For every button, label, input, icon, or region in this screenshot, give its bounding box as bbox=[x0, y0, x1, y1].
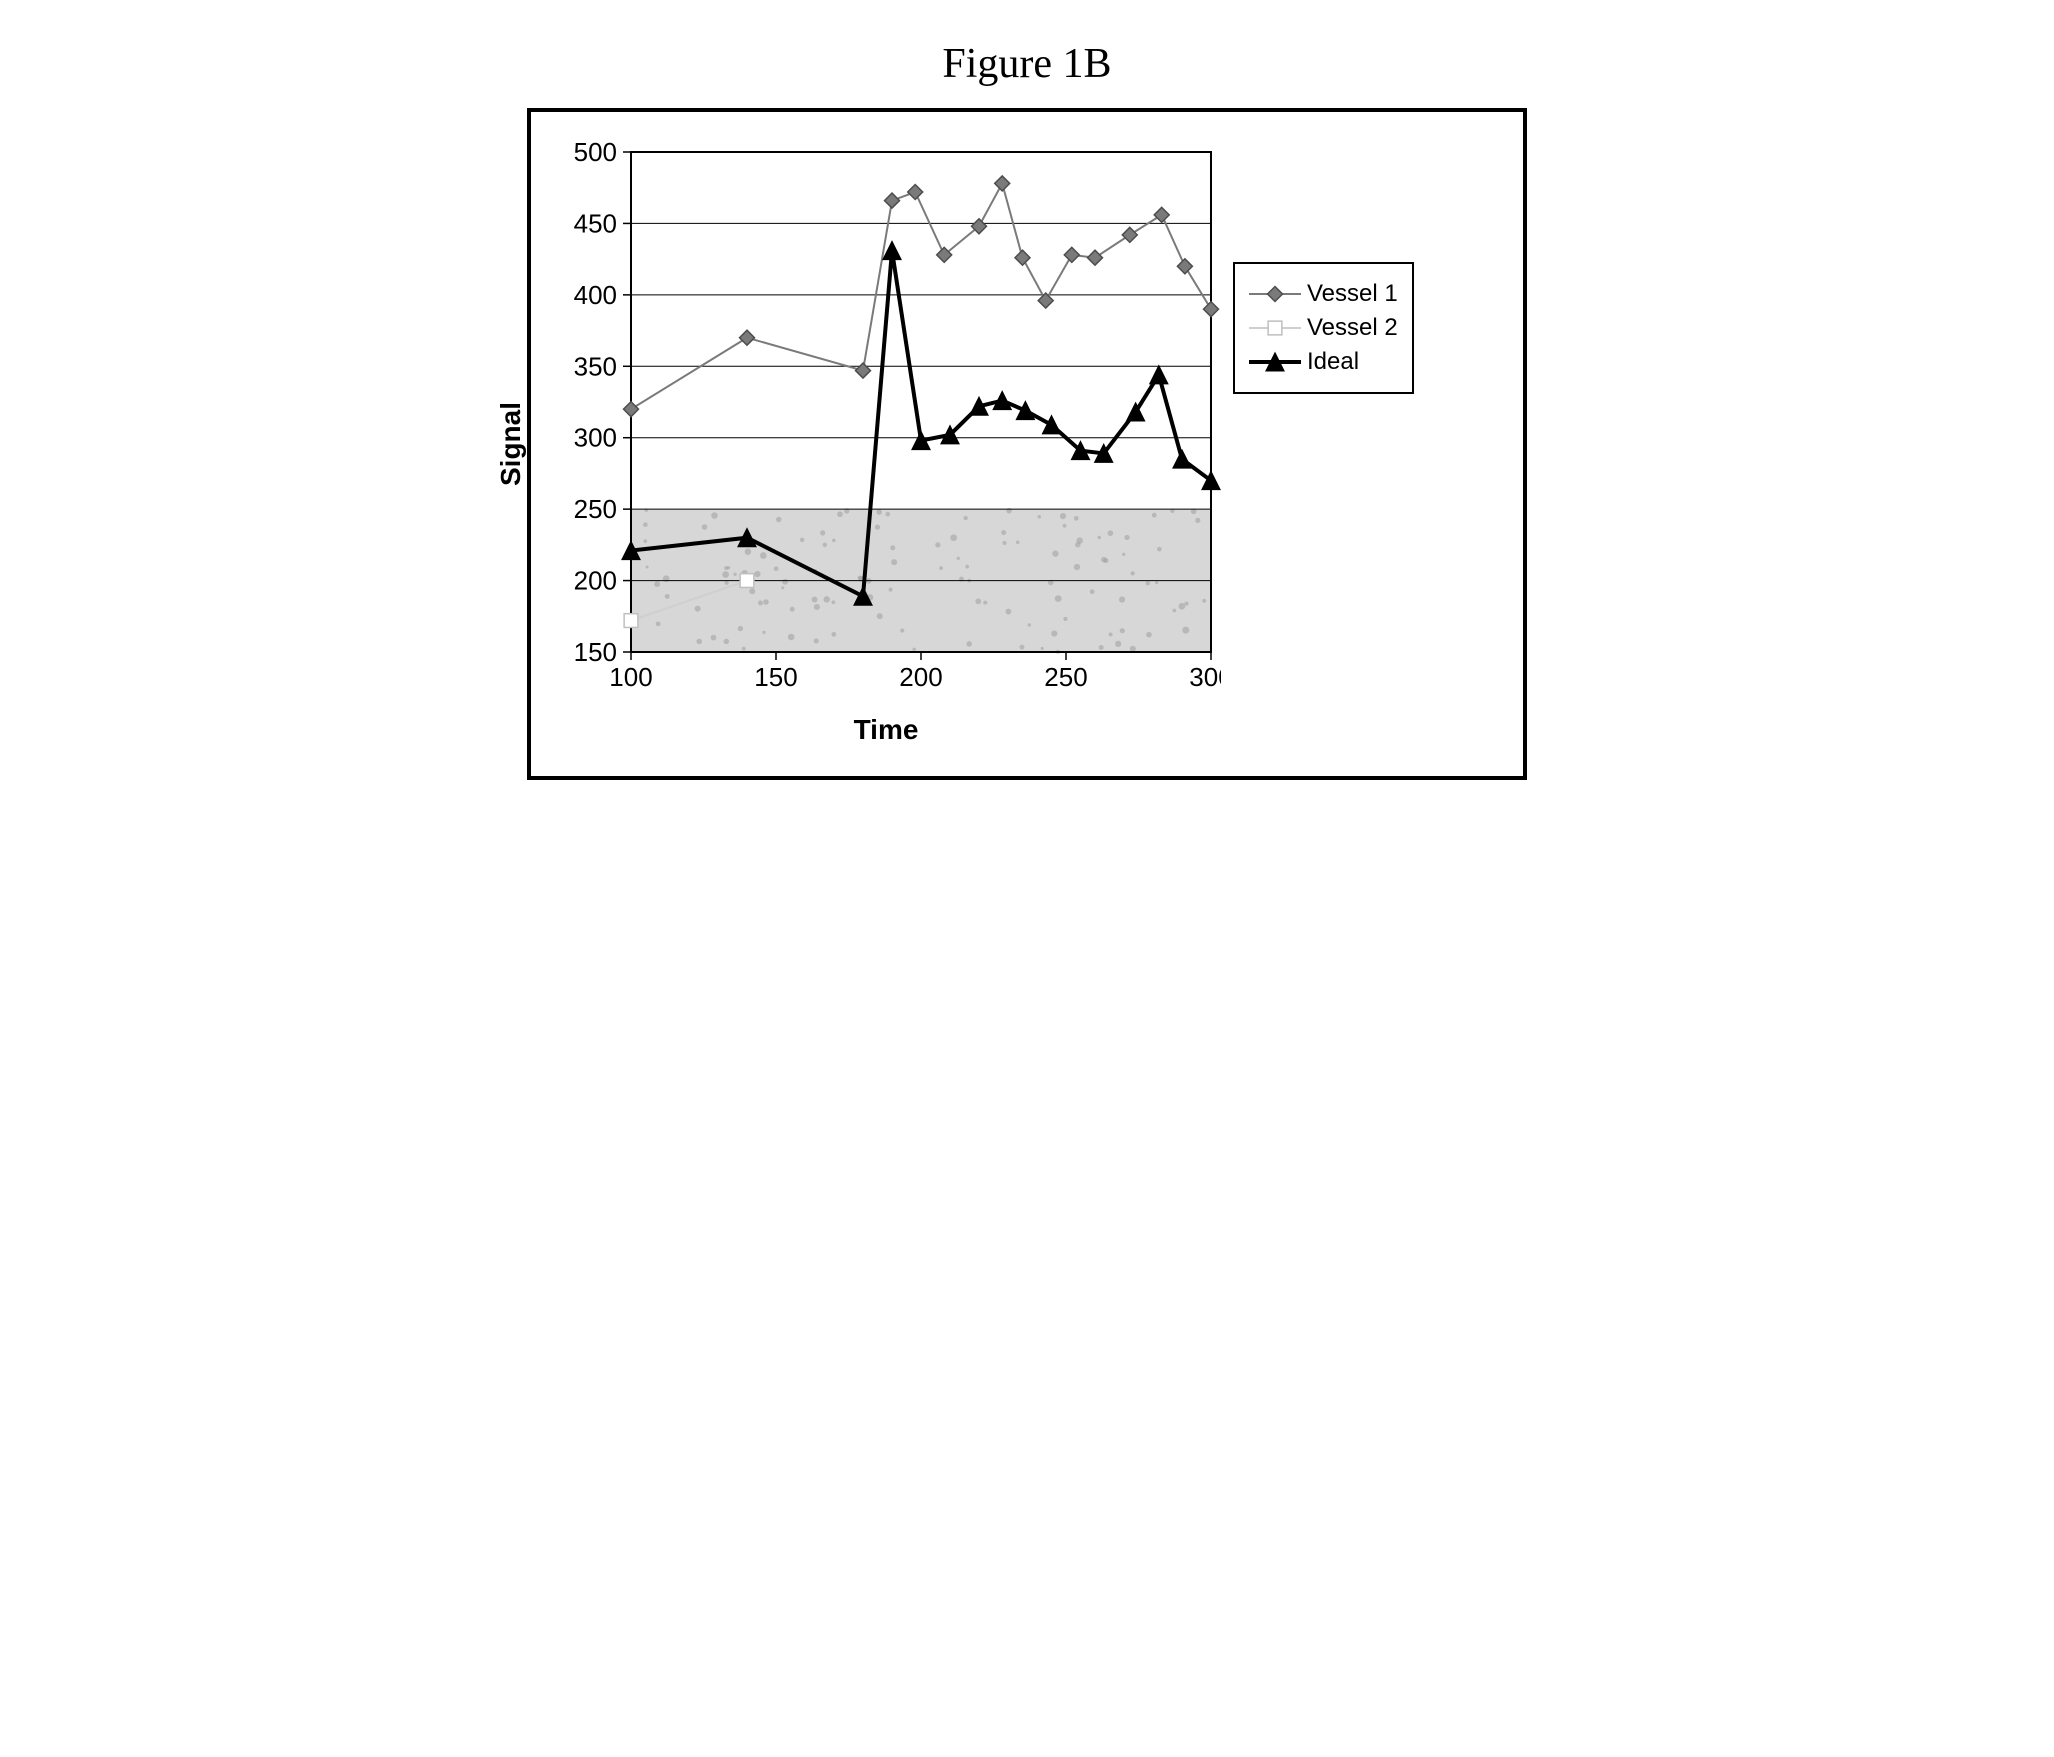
chart-block: Signal 100150200250300150200250300350400… bbox=[551, 142, 1221, 746]
figure-title: Figure 1B bbox=[527, 40, 1527, 88]
legend: Vessel 1 Vessel 2 Ideal bbox=[1233, 262, 1414, 394]
legend-swatch bbox=[1249, 282, 1301, 306]
svg-text:250: 250 bbox=[1044, 662, 1087, 692]
svg-text:200: 200 bbox=[574, 566, 617, 596]
svg-text:300: 300 bbox=[574, 423, 617, 453]
legend-item: Ideal bbox=[1249, 348, 1398, 376]
legend-item: Vessel 2 bbox=[1249, 314, 1398, 342]
legend-label: Ideal bbox=[1307, 348, 1359, 376]
svg-text:200: 200 bbox=[899, 662, 942, 692]
chart-frame: Signal 100150200250300150200250300350400… bbox=[527, 108, 1527, 780]
x-axis-label: Time bbox=[551, 714, 1221, 746]
legend-swatch bbox=[1249, 350, 1301, 374]
svg-text:450: 450 bbox=[574, 208, 617, 238]
legend-label: Vessel 2 bbox=[1307, 314, 1398, 342]
legend-swatch bbox=[1249, 316, 1301, 340]
svg-text:350: 350 bbox=[574, 351, 617, 381]
svg-text:150: 150 bbox=[754, 662, 797, 692]
y-axis-label: Signal bbox=[495, 402, 527, 486]
svg-text:250: 250 bbox=[574, 494, 617, 524]
legend-item: Vessel 1 bbox=[1249, 280, 1398, 308]
svg-text:400: 400 bbox=[574, 280, 617, 310]
line-chart: 100150200250300150200250300350400450500 bbox=[551, 142, 1221, 702]
legend-label: Vessel 1 bbox=[1307, 280, 1398, 308]
svg-text:150: 150 bbox=[574, 637, 617, 667]
figure-wrapper: Figure 1B Signal 10015020025030015020025… bbox=[527, 40, 1527, 780]
svg-text:300: 300 bbox=[1189, 662, 1221, 692]
svg-text:500: 500 bbox=[574, 142, 617, 167]
